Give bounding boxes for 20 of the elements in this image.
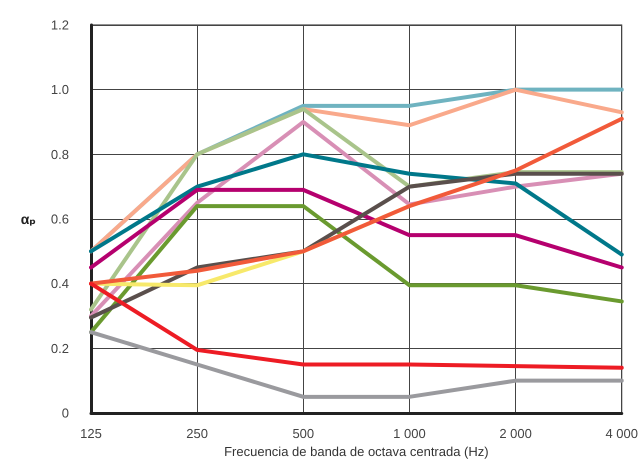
line-series	[89, 116, 624, 286]
x-tick-label: 500	[292, 426, 314, 441]
x-tick-label: 2 000	[499, 426, 532, 441]
y-tick-label: 1.2	[50, 18, 69, 32]
x-tick-label: 4 000	[605, 426, 638, 441]
y-tick-label: 0.6	[50, 212, 69, 226]
x-axis-title: Frecuencia de banda de octava centrada (Hz)	[224, 444, 489, 459]
x-tick-label: 125	[80, 426, 102, 441]
x-tick-label: 250	[186, 426, 208, 441]
y-tick-label: 0.4	[50, 276, 69, 292]
y-tick-label: 1.0	[50, 82, 69, 98]
y-axis-title: αₚ	[20, 211, 36, 227]
line-series	[89, 330, 624, 399]
y-tick-label: 0	[62, 406, 69, 420]
y-tick-label: 0.2	[50, 340, 69, 356]
line-series	[89, 204, 624, 334]
y-tick-label: 0.8	[50, 146, 69, 162]
line-series	[89, 152, 624, 257]
x-tick-label: 1 000	[393, 426, 426, 441]
line-series	[89, 282, 624, 370]
